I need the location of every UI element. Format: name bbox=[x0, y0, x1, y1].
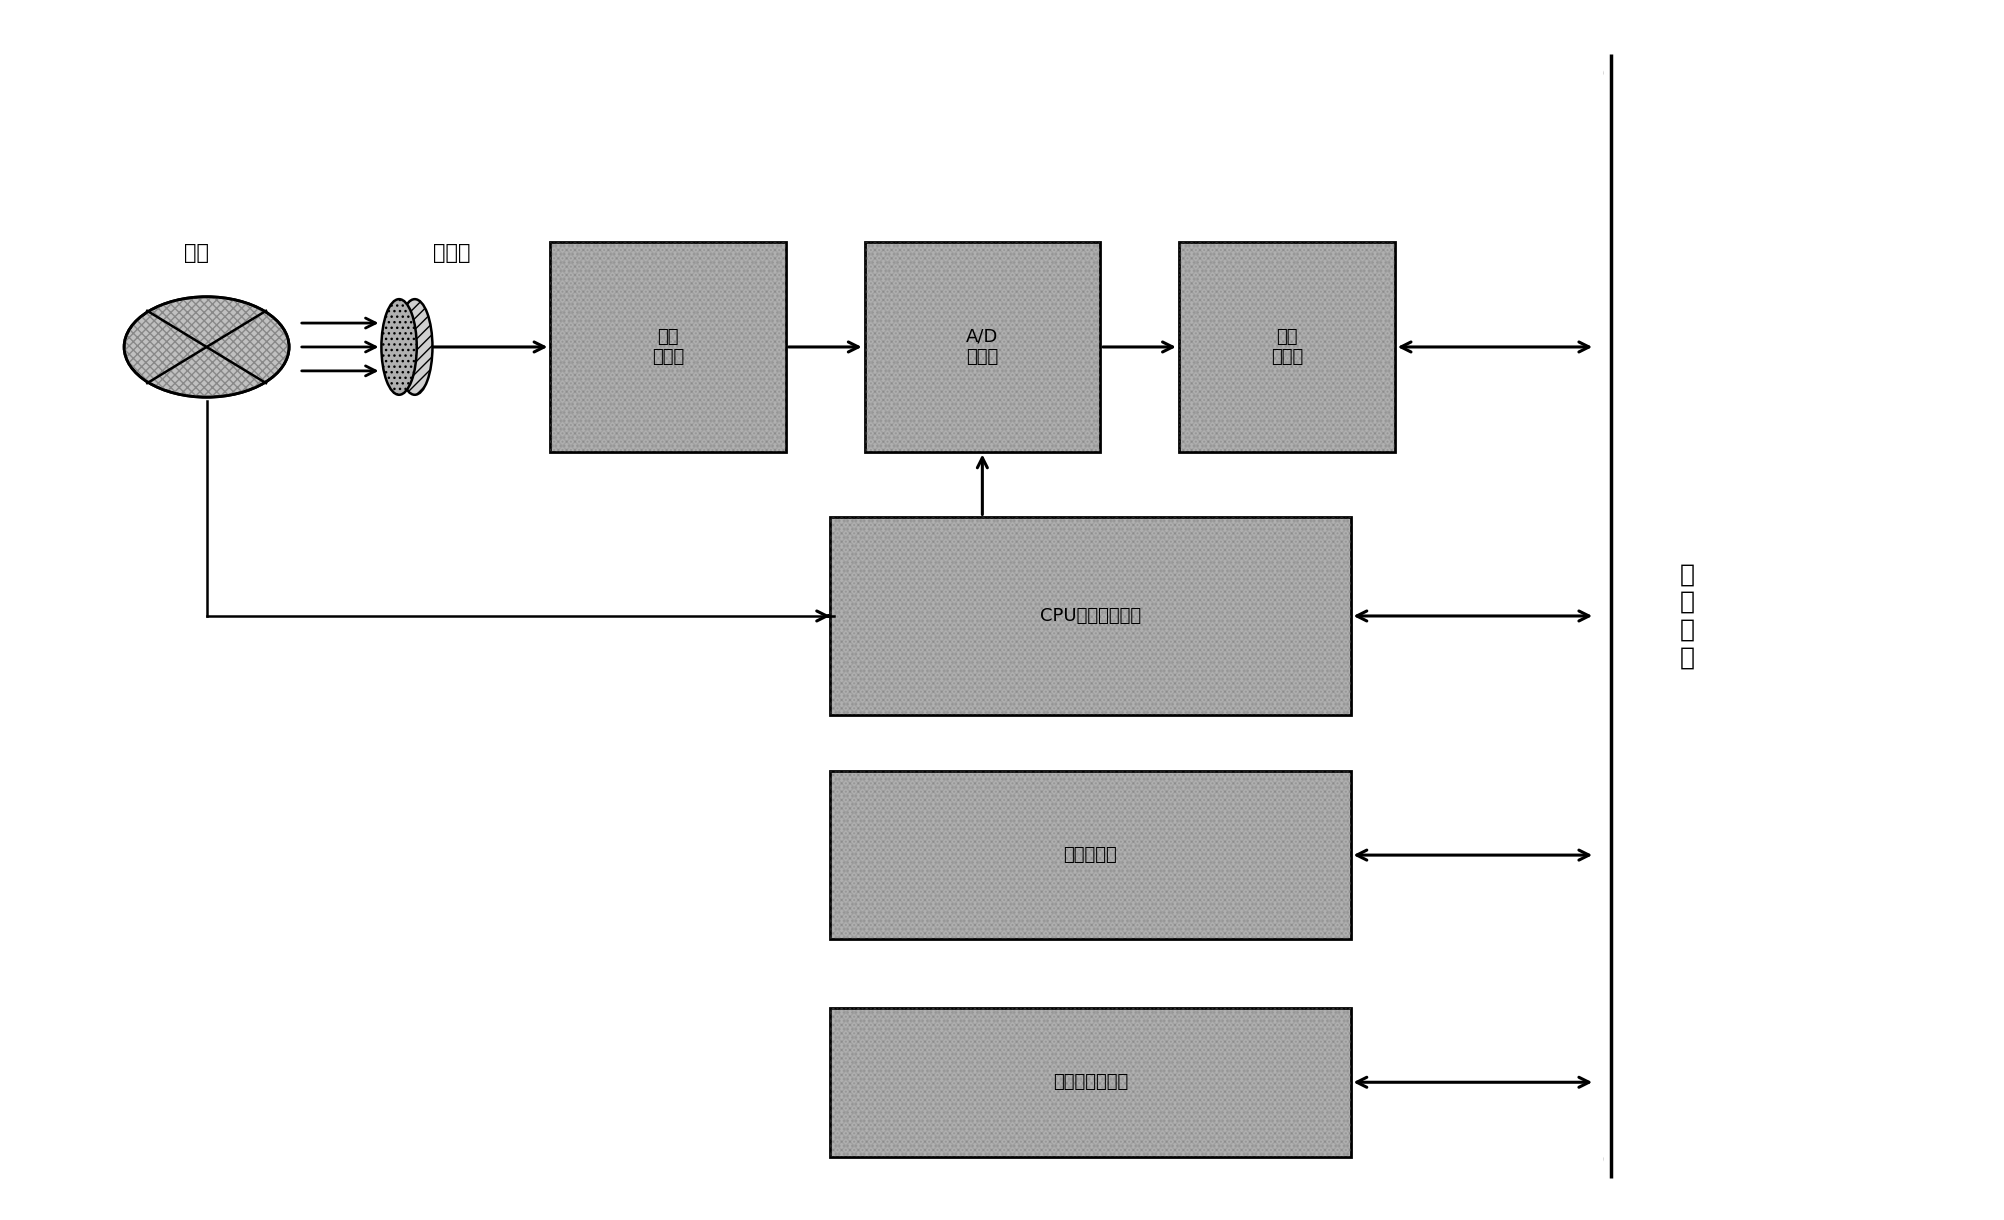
Bar bbox=[864, 243, 1100, 451]
Ellipse shape bbox=[381, 299, 417, 395]
Bar bbox=[830, 771, 1351, 939]
Bar bbox=[830, 517, 1351, 715]
Circle shape bbox=[124, 296, 289, 398]
Bar bbox=[830, 517, 1351, 715]
Bar bbox=[1178, 243, 1395, 451]
Bar bbox=[551, 243, 786, 451]
Text: 数
据
总
线: 数 据 总 线 bbox=[1679, 562, 1695, 670]
Text: A/D
转换器: A/D 转换器 bbox=[966, 327, 998, 366]
Bar bbox=[830, 1008, 1351, 1157]
Text: 前置
放大器: 前置 放大器 bbox=[651, 327, 683, 366]
Bar bbox=[830, 771, 1351, 939]
Bar bbox=[864, 243, 1100, 451]
Text: 探测器: 探测器 bbox=[433, 243, 471, 264]
Bar bbox=[864, 243, 1100, 451]
Text: 数据存储器: 数据存储器 bbox=[1064, 847, 1118, 864]
Text: 译码及控制电路: 译码及控制电路 bbox=[1052, 1074, 1128, 1091]
Text: 数据
缓冲器: 数据 缓冲器 bbox=[1271, 327, 1303, 366]
Bar bbox=[551, 243, 786, 451]
Bar bbox=[1178, 243, 1395, 451]
Ellipse shape bbox=[397, 299, 433, 395]
Bar bbox=[830, 1008, 1351, 1157]
Bar bbox=[551, 243, 786, 451]
Bar bbox=[830, 771, 1351, 939]
Text: CPU（软件比较）: CPU（软件比较） bbox=[1040, 608, 1140, 625]
Text: 光源: 光源 bbox=[184, 243, 208, 264]
Bar bbox=[830, 1008, 1351, 1157]
Bar bbox=[830, 517, 1351, 715]
Bar bbox=[1178, 243, 1395, 451]
